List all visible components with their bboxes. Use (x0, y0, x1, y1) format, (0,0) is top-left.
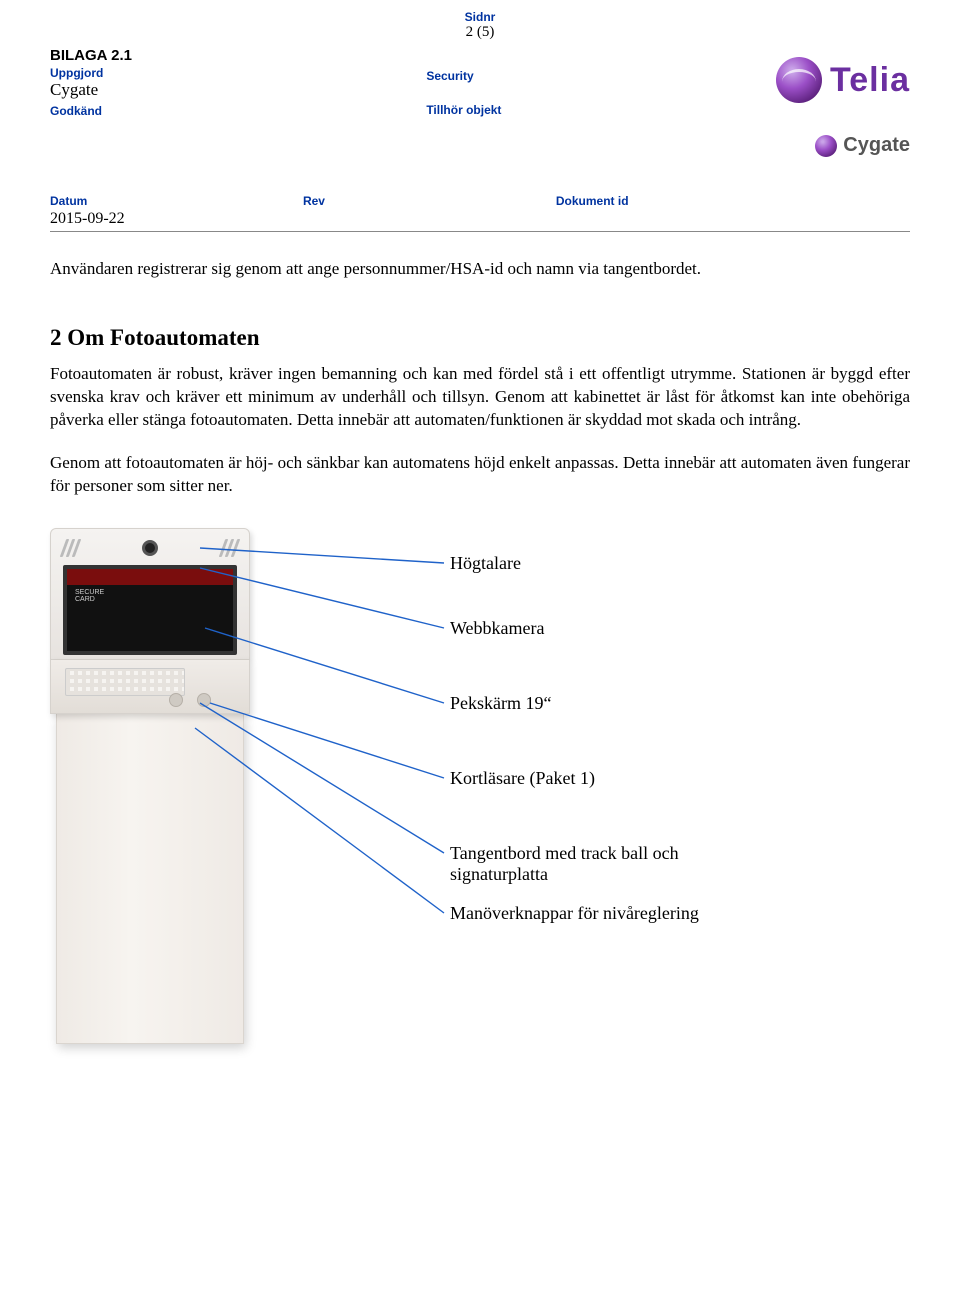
para2: Genom att fotoautomaten är höj- och sänk… (50, 452, 910, 498)
telia-swirl-icon (776, 57, 822, 103)
callout-label: Webbkamera (450, 618, 545, 639)
telia-wordmark: Telia (830, 61, 910, 100)
cygate-logo: Cygate (815, 134, 910, 157)
datum-label: Datum (50, 194, 87, 208)
dokid-label: Dokument id (556, 194, 629, 208)
telia-logo: Telia (776, 57, 910, 103)
cygate-swirl-icon (815, 135, 837, 157)
godkand-label: Godkänd (50, 104, 426, 118)
knob-icon (169, 693, 183, 707)
uppgjord-value: Cygate (50, 80, 426, 100)
callout-label: Högtalare (450, 553, 521, 574)
knob-icon (197, 693, 211, 707)
callout-label: Pekskärm 19“ (450, 693, 551, 714)
bilaga-title: BILAGA 2.1 (50, 47, 426, 64)
security-label: Security (426, 69, 700, 83)
tillhor-label: Tillhör objekt (426, 103, 700, 117)
keyboard-icon (65, 668, 185, 696)
datum-value: 2015-09-22 (50, 210, 125, 227)
kiosk-illustration: SECURECARD (50, 528, 250, 1044)
callout-label: Manöverknappar för nivåreglering (450, 903, 699, 924)
page-number: 2 (5) (50, 24, 910, 41)
para1: Fotoautomaten är robust, kräver ingen be… (50, 363, 910, 432)
intro-paragraph: Användaren registrerar sig genom att ang… (50, 258, 910, 281)
speaker-left-icon (63, 539, 78, 557)
kiosk-body-icon (56, 714, 244, 1044)
callout-label: Kortläsare (Paket 1) (450, 768, 595, 789)
kiosk-diagram: SECURECARD Högtalare Webbkamera Pekskärm 1… (50, 528, 910, 1088)
rev-label: Rev (303, 194, 325, 208)
callout-label: Tangentbord med track ball och signaturp… (450, 843, 710, 885)
section-title: 2 Om Fotoautomaten (50, 322, 910, 353)
webcam-icon (142, 540, 158, 556)
cygate-wordmark: Cygate (843, 134, 910, 157)
sidnr-label: Sidnr (50, 10, 910, 24)
uppgjord-label: Uppgjord (50, 66, 426, 80)
touchscreen-icon: SECURECARD (63, 565, 237, 655)
speaker-right-icon (222, 539, 237, 557)
